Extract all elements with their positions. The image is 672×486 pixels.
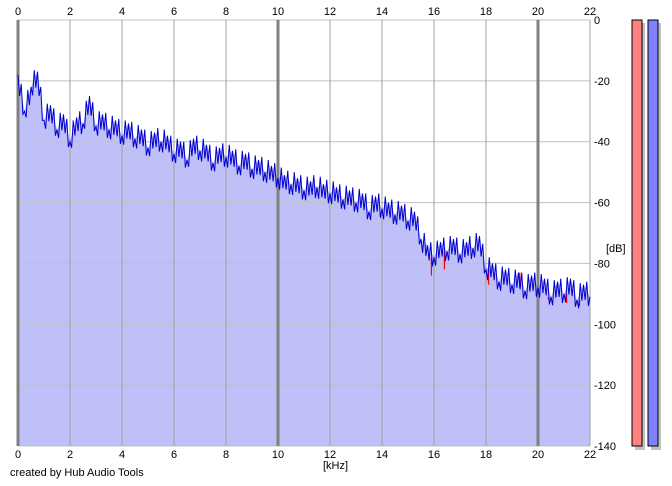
x-tick-label-top: 12 [324, 6, 336, 18]
y-tick-label: 0 [594, 15, 600, 27]
x-tick-label-top: 10 [272, 6, 284, 18]
x-tick-label-bottom: 14 [376, 449, 388, 461]
y-axis-label: [dB] [606, 243, 626, 255]
y-tick-label: -120 [594, 380, 616, 392]
x-tick-label-bottom: 20 [532, 449, 544, 461]
x-tick-label-top: 2 [67, 6, 73, 18]
x-tick-label-bottom: 18 [480, 449, 492, 461]
x-tick-label-bottom: 6 [171, 449, 177, 461]
x-tick-label-top: 18 [480, 6, 492, 18]
x-tick-label-top: 22 [584, 6, 596, 18]
x-tick-label-bottom: 22 [584, 449, 596, 461]
y-tick-label: -140 [594, 441, 616, 453]
y-tick-label: -20 [594, 76, 610, 88]
x-tick-label-top: 8 [223, 6, 229, 18]
x-tick-label-top: 0 [15, 6, 21, 18]
y-tick-label: -80 [594, 258, 610, 270]
x-tick-label-bottom: 10 [272, 449, 284, 461]
x-tick-label-bottom: 2 [67, 449, 73, 461]
x-tick-label-bottom: 12 [324, 449, 336, 461]
y-tick-label: -40 [594, 137, 610, 149]
x-tick-label-top: 4 [119, 6, 125, 18]
y-tick-label: -60 [594, 198, 610, 210]
x-tick-label-top: 14 [376, 6, 388, 18]
meter-right [647, 19, 659, 447]
meter-left [631, 19, 643, 447]
x-tick-label-bottom: 0 [15, 449, 21, 461]
spectrum-fill [18, 71, 590, 446]
x-tick-label-top: 20 [532, 6, 544, 18]
credit-text: created by Hub Audio Tools [10, 467, 144, 479]
spectrum-line [17, 70, 591, 309]
x-tick-label-top: 16 [428, 6, 440, 18]
x-tick-label-top: 6 [171, 6, 177, 18]
y-tick-label: -100 [594, 319, 616, 331]
x-axis-label: [kHz] [323, 460, 349, 472]
x-tick-label-bottom: 16 [428, 449, 440, 461]
x-tick-label-bottom: 8 [223, 449, 229, 461]
x-tick-label-bottom: 4 [119, 449, 125, 461]
